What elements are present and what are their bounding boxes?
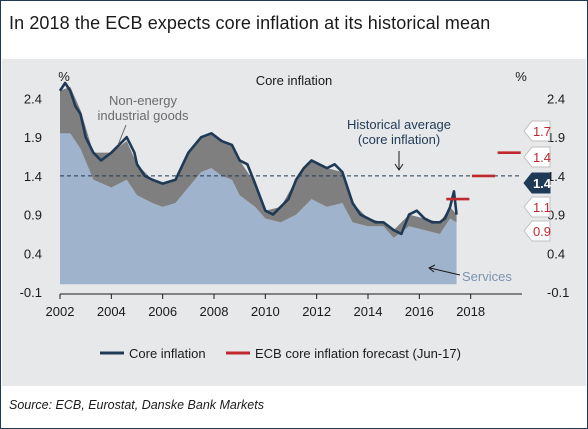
y-axis-ticks: 2.4 2.41.9 1.91.4 1.40.9 0.90.4 0.4-0.1 -0.1: [20, 91, 570, 300]
page-title: In 2018 the ECB expects core inflation a…: [9, 13, 491, 33]
right-label-text: 1.4: [533, 150, 551, 165]
stacked-areas: [60, 86, 457, 285]
y-tick-label-left: 0.4: [24, 246, 42, 261]
legend: Core inflation ECB core inflation forecas…: [100, 346, 461, 361]
right-label-box: [523, 172, 551, 194]
right-label-text: 1.7: [533, 124, 551, 139]
y-tick-label-left: -0.1: [20, 285, 42, 300]
y-tick-label-left: 1.4: [24, 169, 42, 184]
right-label-text: 1.1: [533, 200, 551, 215]
y-tick-label-right: 0.9: [547, 208, 565, 223]
right-label-box: [523, 196, 551, 218]
forecast-series: [446, 151, 521, 201]
y-tick-label-left: 2.4: [24, 91, 42, 106]
legend-label-forecast: ECB core inflation forecast (Jun-17): [255, 346, 461, 361]
core-inflation-line: [58, 81, 458, 236]
y-tick-label-left: 0.9: [24, 208, 42, 223]
x-axis-ticks: 2002 2004 2006 2008 2010 2012 2014 2016 2018: [46, 294, 485, 319]
x-tick-label: 2006: [148, 304, 177, 319]
right-label-box: [523, 120, 551, 142]
legend-label-core: Core inflation: [129, 346, 206, 361]
core-inflation-chart: 2002 2004 2006 2008 2010 2012 2014 2016 2018 2.4…: [20, 69, 570, 361]
y-unit-left: %: [58, 69, 70, 84]
y-unit-right: %: [515, 69, 527, 84]
services-annotation: Services: [462, 269, 512, 284]
services-arrowhead: [428, 264, 436, 273]
chart-title: Core inflation: [256, 73, 333, 88]
x-tick-label: 2018: [456, 304, 485, 319]
historical-average-annotation: Historical average (core inflation): [346, 117, 452, 147]
y-tick-label-right: 0.4: [547, 246, 565, 261]
plot-panel: 2002 2004 2006 2008 2010 2012 2014 2016 2018 2.4…: [2, 59, 586, 386]
right-label-text: 0.9: [533, 224, 551, 239]
services-area: [60, 133, 457, 285]
non-energy-annotation: Non-energy industrial goods: [97, 93, 189, 123]
x-tick-label: 2008: [200, 304, 229, 319]
core-inflation-series: [58, 81, 458, 236]
y-tick-label-right: -0.1: [547, 285, 569, 300]
source-note: Source: ECB, Eurostat, Danske Bank Marke…: [9, 398, 264, 412]
x-tick-label: 2010: [251, 304, 280, 319]
right-label-box: [523, 146, 551, 168]
y-tick-label-left: 1.9: [24, 130, 42, 145]
y-tick-label-right: 1.4: [547, 169, 565, 184]
right-label-text: 1.4: [533, 176, 552, 191]
right-label-box: [523, 220, 551, 242]
right-value-labels: 1.7 1.4 1.4 1.1 0.9: [523, 120, 552, 242]
x-tick-label: 2004: [97, 304, 126, 319]
services-pointer: [429, 267, 461, 276]
y-tick-label-right: 1.9: [547, 130, 565, 145]
non-energy-pointer: [117, 124, 127, 146]
x-tick-label: 2002: [46, 304, 75, 319]
non-energy-area: [60, 86, 457, 238]
historical-average-arrowhead: [394, 163, 404, 171]
x-tick-label: 2016: [405, 304, 434, 319]
x-tick-label: 2012: [302, 304, 331, 319]
y-tick-label-right: 2.4: [547, 91, 565, 106]
x-tick-label: 2014: [354, 304, 383, 319]
